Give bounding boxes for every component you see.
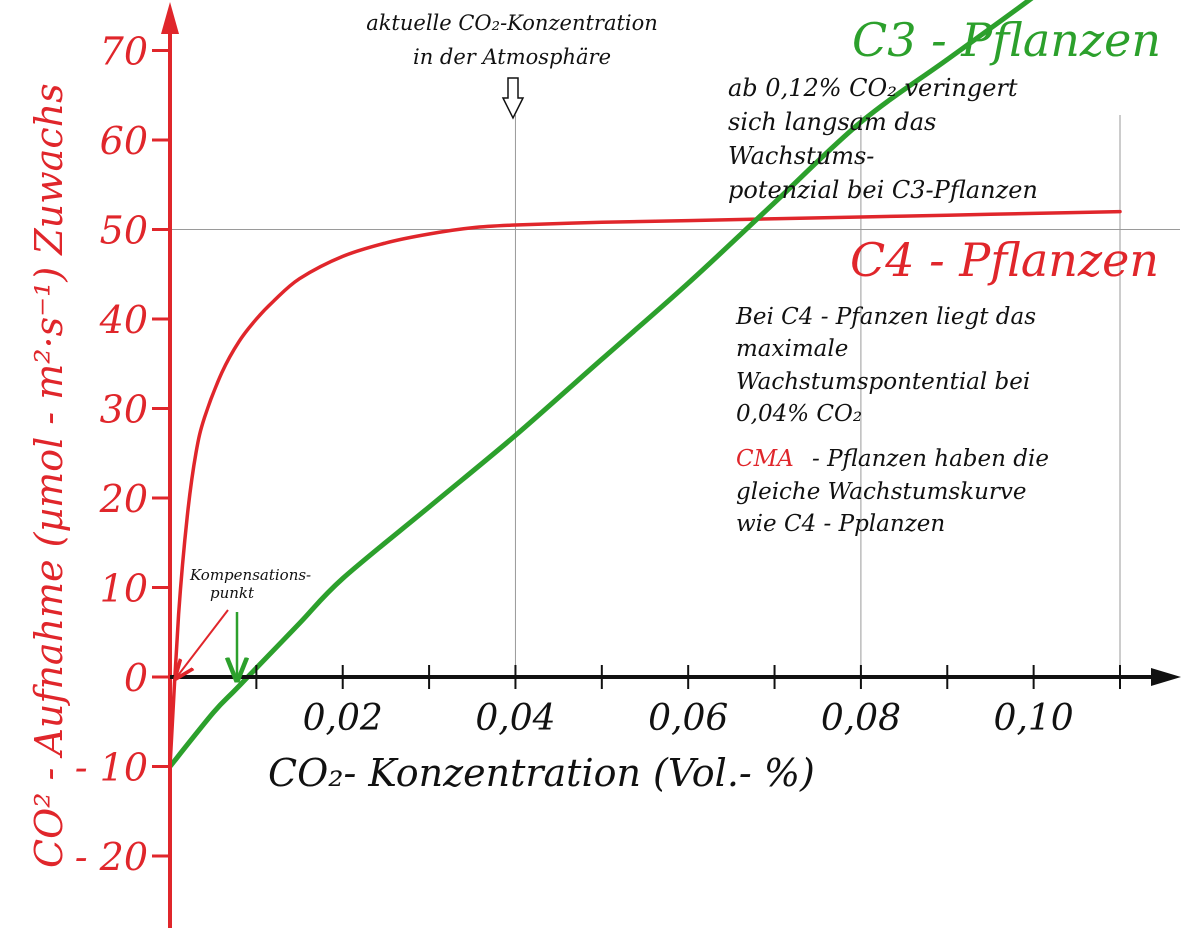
annotation-atmosphere: aktuelle CO₂-Konzentration in der Atmosp… (366, 11, 658, 120)
c3-note: ab 0,12% CO₂ veringert sich langsam das … (728, 74, 1038, 204)
x-tick-label-1: 0,04 (475, 698, 555, 739)
atmosphere-arrow-icon (501, 77, 525, 120)
cma-note-line-3: wie C4 - Pplanzen (736, 511, 945, 537)
x-tick-label-0: 0,02 (303, 698, 383, 739)
y-tick-label-1: - 10 (75, 746, 148, 790)
y-tick-label-4: 20 (99, 477, 148, 521)
c3-note-line-4: potenzial bei C3-Pflanzen (728, 176, 1038, 204)
kompensation-line-1: Kompensations- (189, 566, 311, 584)
y-tick-label-5: 30 (100, 388, 148, 432)
y-tick-label-7: 50 (100, 209, 148, 253)
c3-title: C3 - Pflanzen (852, 13, 1161, 67)
c4-title: C4 - Pflanzen (850, 233, 1159, 287)
y-ticks: - 20 - 10 0 10 20 30 40 50 60 70 (75, 30, 170, 879)
annotation-atmosphere-line-2: in der Atmosphäre (413, 45, 611, 69)
cma-note-line-2: gleiche Wachstumskurve (736, 479, 1027, 505)
cma-note-line-1: - Pflanzen haben die (812, 446, 1049, 472)
reference-lines (170, 115, 1180, 677)
x-axis-label: CO₂- Konzentration (Vol.- %) (268, 751, 815, 795)
y-tick-label-9: 70 (100, 30, 148, 74)
y-tick-label-0: - 20 (75, 835, 148, 879)
x-axis (170, 668, 1181, 686)
c3-note-line-1: ab 0,12% CO₂ veringert (728, 74, 1018, 102)
annotation-atmosphere-line-1: aktuelle CO₂-Konzentration (366, 11, 658, 35)
cma-note: CMA - Pflanzen haben die gleiche Wachstu… (736, 446, 1049, 537)
c3-note-line-3: Wachstums- (728, 142, 874, 170)
y-axis (161, 2, 179, 928)
c4-note-line-2: maximale (736, 336, 848, 362)
series-line-c4 (168, 209, 1122, 769)
cma-word: CMA (736, 446, 794, 472)
y-tick-label-3: 10 (100, 567, 148, 611)
c4-note-line-4: 0,04% CO₂ (736, 401, 862, 427)
x-tick-label-4: 0,10 (994, 698, 1074, 739)
x-tick-label-2: 0,06 (648, 698, 728, 739)
c4-note: Bei C4 - Pfanzen liegt das maximale Wach… (735, 304, 1036, 427)
kompensation-arrow-red-icon (176, 609, 229, 678)
y-axis-arrowhead (161, 2, 179, 34)
c3-note-line-2: sich langsam das (728, 108, 936, 136)
y-axis-label: CO² - Aufnahme (µmol - m²·s⁻¹) Zuwachs (27, 83, 71, 868)
y-tick-label-8: 60 (100, 119, 148, 163)
y-tick-label-6: 40 (99, 298, 148, 342)
c4-note-line-1: Bei C4 - Pfanzen liegt das (735, 304, 1036, 330)
kompensation-line-2: punkt (210, 584, 255, 602)
x-tick-label-3: 0,08 (821, 698, 901, 739)
x-axis-arrowhead (1151, 668, 1181, 686)
annotation-kompensation: Kompensations- punkt (176, 566, 311, 680)
x-ticks: 0,02 0,04 0,06 0,08 0,10 (255, 665, 1121, 739)
y-tick-label-2: 0 (124, 656, 148, 700)
c4-note-line-3: Wachstumspontential bei (736, 369, 1030, 395)
